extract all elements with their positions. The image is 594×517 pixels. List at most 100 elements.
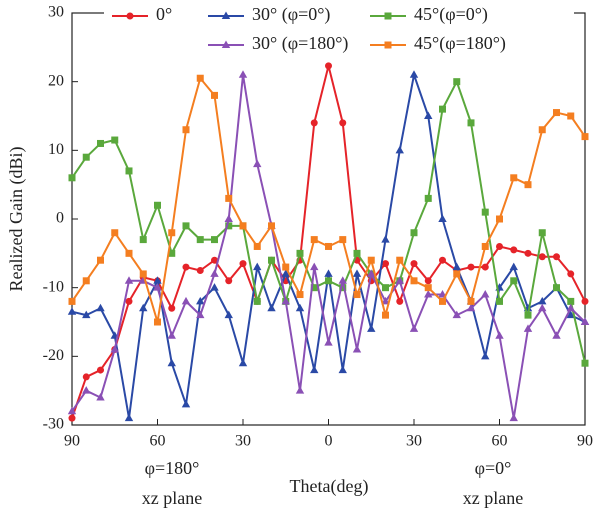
marker: [325, 242, 332, 250]
marker: [139, 236, 147, 244]
marker: [324, 269, 333, 277]
marker: [410, 260, 418, 268]
marker: [496, 215, 503, 223]
annotation: φ=0°: [475, 458, 512, 478]
legend-label: 45°(φ=180°): [414, 33, 506, 54]
marker: [438, 214, 447, 222]
marker: [481, 290, 490, 298]
marker: [338, 276, 347, 284]
marker: [424, 284, 432, 292]
marker: [267, 303, 276, 312]
marker: [196, 74, 204, 82]
marker: [410, 229, 418, 237]
marker: [439, 105, 446, 113]
marker: [224, 214, 233, 222]
marker: [353, 249, 361, 257]
marker: [168, 304, 176, 312]
marker: [168, 249, 176, 257]
marker: [524, 181, 532, 189]
marker: [82, 386, 91, 394]
marker: [510, 246, 518, 254]
marker: [153, 276, 162, 284]
marker: [196, 310, 205, 319]
marker: [538, 126, 546, 134]
marker: [182, 263, 190, 271]
marker: [210, 269, 219, 277]
marker: [224, 310, 233, 319]
marker: [538, 303, 547, 312]
marker: [182, 126, 190, 134]
marker: [181, 399, 191, 408]
legend-label: 45°(φ=0°): [414, 4, 488, 25]
marker: [467, 297, 475, 305]
marker: [281, 296, 290, 305]
marker: [253, 262, 262, 271]
marker: [225, 194, 233, 202]
marker: [126, 12, 134, 20]
marker: [553, 109, 560, 117]
marker: [538, 296, 547, 305]
marker: [196, 296, 205, 305]
marker: [238, 358, 248, 367]
x-tick-label: 0: [325, 433, 333, 450]
marker: [509, 262, 518, 271]
marker: [495, 331, 504, 339]
marker: [221, 11, 231, 19]
marker: [481, 351, 490, 360]
marker: [238, 70, 248, 78]
marker: [424, 194, 432, 202]
marker: [424, 290, 433, 298]
marker: [125, 249, 133, 257]
marker: [339, 119, 347, 127]
marker: [553, 253, 560, 261]
series-line: [71, 80, 586, 364]
marker: [295, 386, 305, 394]
marker: [382, 260, 389, 268]
marker: [310, 236, 318, 244]
marker: [196, 236, 204, 244]
marker: [97, 139, 104, 147]
x-tick-label: 60: [492, 433, 508, 450]
marker: [97, 256, 104, 264]
marker: [566, 303, 575, 312]
marker: [325, 277, 332, 285]
legend-label: 30° (φ=180°): [252, 33, 348, 54]
y-tick-label: -30: [43, 416, 64, 433]
marker: [452, 262, 461, 271]
marker: [239, 222, 247, 230]
marker: [281, 269, 290, 277]
marker: [452, 310, 461, 319]
marker: [124, 413, 134, 422]
marker: [467, 263, 475, 271]
marker: [82, 373, 90, 381]
marker: [196, 267, 204, 274]
marker: [410, 277, 418, 285]
legend-label: 30° (φ=0°): [252, 4, 330, 25]
marker: [211, 256, 218, 264]
marker: [96, 393, 105, 401]
marker: [338, 365, 347, 374]
marker: [268, 222, 275, 230]
marker: [524, 311, 532, 319]
plot-frame: [71, 12, 586, 426]
marker: [68, 297, 76, 305]
marker: [396, 256, 404, 264]
marker: [182, 222, 190, 230]
marker: [139, 303, 148, 312]
marker: [68, 414, 76, 422]
marker: [424, 111, 433, 119]
marker: [581, 133, 589, 141]
x-tick-label: 30: [406, 433, 422, 450]
marker: [466, 303, 476, 312]
marker: [111, 136, 119, 144]
marker: [339, 284, 347, 292]
marker: [125, 297, 133, 305]
marker: [221, 40, 231, 48]
marker: [82, 277, 90, 285]
marker: [409, 70, 419, 78]
marker: [67, 406, 77, 415]
marker: [553, 284, 560, 292]
marker: [510, 174, 518, 182]
marker: [509, 413, 518, 422]
